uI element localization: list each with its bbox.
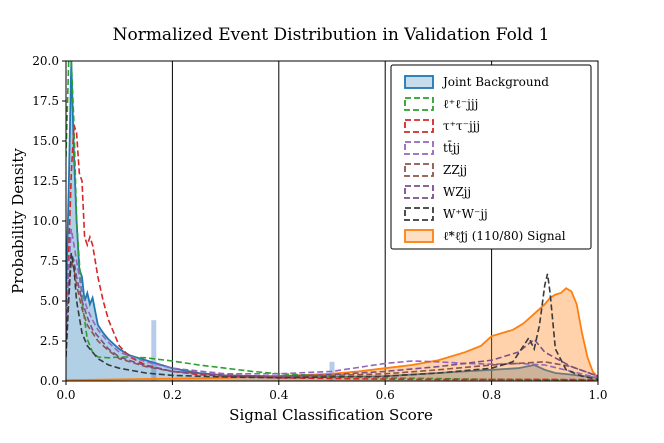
legend-label-4: ZZjj	[443, 163, 467, 177]
x-tick-label-3: 0.6	[376, 388, 395, 402]
x-tick-label-5: 1.0	[588, 388, 607, 402]
legend-swatch-0	[404, 75, 434, 89]
legend-label-6: W⁺W⁻jj	[443, 207, 488, 221]
x-tick-label-2: 0.4	[269, 388, 288, 402]
y-tick-label-5: 12.5	[32, 174, 59, 188]
legend-label-5: WZjj	[443, 185, 471, 199]
legend-swatch-1	[404, 97, 434, 111]
y-tick-label-6: 15.0	[32, 134, 59, 148]
legend-label-7: ℓ̃*ℓ̃jj (110/80) Signal	[443, 229, 566, 243]
legend-box	[390, 64, 592, 250]
legend-swatch-2	[404, 119, 434, 133]
legend-swatch-3	[404, 141, 434, 155]
legend-label-0: Joint Background	[441, 75, 549, 89]
series-line-1	[66, 61, 598, 381]
y-axis-label: Probability Density	[9, 148, 27, 294]
y-tick-label-2: 5.0	[40, 294, 59, 308]
legend-swatch-5	[404, 185, 434, 199]
series-line-2	[66, 124, 598, 381]
plot-area	[66, 61, 598, 381]
legend-label-3: tt̄jj	[443, 139, 460, 155]
y-tick-label-7: 17.5	[32, 94, 59, 108]
y-tick-label-8: 20.0	[32, 54, 59, 68]
x-tick-label-1: 0.2	[163, 388, 182, 402]
x-tick-label-4: 0.8	[482, 388, 501, 402]
legend: Joint Background ℓ⁺ℓ⁻jjj τ⁺τ⁻jjj tt̄jj ZZjj W…	[390, 64, 592, 250]
histogram-bar-0	[151, 320, 157, 381]
y-tick-label-0: 0.0	[40, 374, 59, 388]
x-axis-label: Signal Classification Score	[229, 406, 433, 424]
y-tick-label-4: 10.0	[32, 214, 59, 228]
legend-label-2: τ⁺τ⁻jjj	[443, 119, 480, 133]
legend-swatch-6	[404, 207, 434, 221]
series-fill-7	[66, 288, 598, 381]
series-line-4	[66, 260, 598, 378]
series-line-6	[66, 252, 598, 381]
axes: 0.0 0.2 0.4 0.6 0.8 1.0 0.0 2.5 5.0 7.5 10.0 12.5 15…	[32, 54, 607, 402]
legend-swatch-7	[404, 229, 434, 243]
legend-label-1: ℓ⁺ℓ⁻jjj	[443, 97, 478, 111]
x-tick-label-0: 0.0	[56, 388, 75, 402]
series-line-5	[66, 252, 598, 378]
chart-title: Normalized Event Distribution in Validat…	[113, 25, 550, 45]
y-tick-label-3: 7.5	[40, 254, 59, 268]
y-tick-label-1: 2.5	[40, 334, 59, 348]
legend-swatch-4	[404, 163, 434, 177]
